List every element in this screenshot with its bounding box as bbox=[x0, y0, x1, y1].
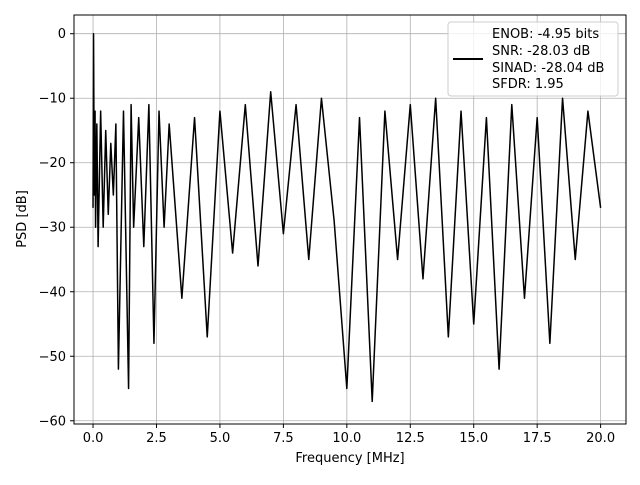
legend-line-1: ENOB: -4.95 bits bbox=[492, 27, 599, 42]
x-tick-label: 15.0 bbox=[459, 431, 488, 446]
psd-series-line bbox=[92, 32, 602, 403]
x-tick-label: 10.0 bbox=[332, 431, 361, 446]
x-tick-label: 7.5 bbox=[273, 431, 294, 446]
x-tick-label: 0.0 bbox=[83, 431, 104, 446]
ticks: 0.0 2.5 5.0 7.5 10.0 12.5 15.0 17.5 20.0 0 −10 −20 −… bbox=[39, 27, 616, 446]
y-tick-label: 0 bbox=[58, 27, 66, 42]
plot-frame bbox=[73, 14, 627, 425]
legend-line-3: SINAD: -28.04 dB bbox=[492, 61, 604, 76]
y-axis-label: PSD [dB] bbox=[15, 190, 30, 248]
x-tick-label: 12.5 bbox=[396, 431, 425, 446]
legend-line-2: SNR: -28.03 dB bbox=[492, 44, 590, 59]
legend-box bbox=[447, 21, 619, 97]
y-tick-label: −20 bbox=[39, 156, 66, 171]
x-tick-label: 5.0 bbox=[210, 431, 231, 446]
series-layer bbox=[92, 32, 602, 403]
y-tick-label: −60 bbox=[39, 414, 66, 429]
legend-line-4: SFDR: 1.95 bbox=[492, 77, 564, 92]
x-tick-label: 20.0 bbox=[586, 431, 615, 446]
grid bbox=[74, 15, 626, 424]
y-tick-label: −50 bbox=[39, 350, 66, 365]
x-tick-label: 17.5 bbox=[523, 431, 552, 446]
x-tick-label: 2.5 bbox=[146, 431, 167, 446]
legend: ENOB: -4.95 bits SNR: -28.03 dB SINAD: -… bbox=[447, 21, 619, 97]
x-axis-label: Frequency [MHz] bbox=[295, 451, 404, 466]
y-tick-label: −10 bbox=[39, 92, 66, 107]
y-tick-label: −30 bbox=[39, 221, 66, 236]
y-tick-label: −40 bbox=[39, 285, 66, 300]
